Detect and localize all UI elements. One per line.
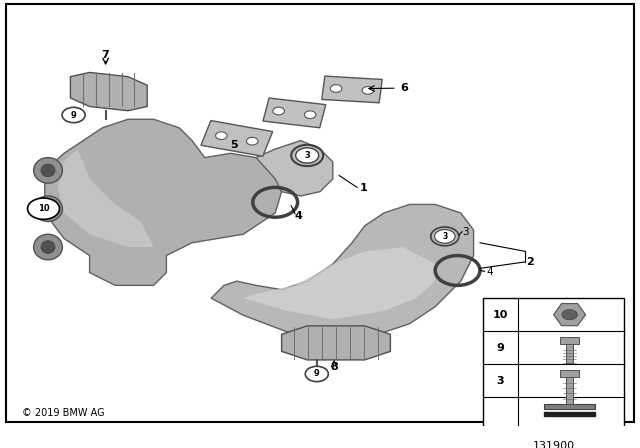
Ellipse shape (305, 111, 316, 119)
FancyBboxPatch shape (566, 344, 573, 363)
Ellipse shape (216, 132, 227, 139)
Text: 3: 3 (497, 376, 504, 386)
Text: © 2019 BMW AG: © 2019 BMW AG (22, 408, 105, 418)
Circle shape (28, 198, 60, 220)
Polygon shape (554, 304, 586, 326)
Text: 9: 9 (314, 370, 319, 379)
Text: 10: 10 (38, 204, 49, 213)
Text: 3: 3 (305, 151, 310, 160)
Polygon shape (243, 247, 435, 319)
Polygon shape (256, 141, 333, 196)
Ellipse shape (34, 196, 63, 221)
Text: 2: 2 (526, 257, 534, 267)
Polygon shape (263, 98, 326, 128)
Ellipse shape (41, 164, 55, 177)
Polygon shape (201, 121, 273, 156)
Text: 4: 4 (295, 211, 303, 220)
Circle shape (562, 310, 577, 320)
Text: 7: 7 (102, 50, 109, 60)
Ellipse shape (41, 202, 55, 215)
Text: 8: 8 (330, 362, 338, 372)
Text: 1: 1 (360, 183, 367, 193)
Ellipse shape (246, 138, 258, 145)
Text: 3: 3 (442, 232, 447, 241)
Polygon shape (544, 404, 595, 409)
Circle shape (305, 366, 328, 382)
Polygon shape (211, 204, 474, 341)
Text: 5: 5 (230, 140, 237, 150)
Text: 4: 4 (486, 267, 493, 277)
Text: 10: 10 (493, 310, 508, 320)
Text: 3: 3 (462, 227, 468, 237)
Circle shape (62, 108, 85, 123)
FancyBboxPatch shape (566, 377, 573, 405)
Ellipse shape (34, 158, 63, 183)
Polygon shape (45, 119, 282, 285)
Circle shape (296, 148, 319, 163)
Polygon shape (58, 149, 154, 247)
Text: 6: 6 (401, 83, 408, 93)
Ellipse shape (34, 234, 63, 260)
Ellipse shape (41, 241, 55, 254)
FancyBboxPatch shape (483, 298, 624, 430)
Polygon shape (322, 76, 382, 103)
Ellipse shape (330, 85, 342, 92)
Polygon shape (282, 326, 390, 360)
Ellipse shape (362, 86, 374, 94)
FancyBboxPatch shape (560, 336, 579, 344)
Text: 9: 9 (497, 343, 504, 353)
Text: 9: 9 (71, 111, 76, 120)
FancyBboxPatch shape (560, 370, 579, 377)
Ellipse shape (273, 107, 284, 115)
Polygon shape (70, 73, 147, 111)
Circle shape (435, 229, 455, 243)
Text: 131900: 131900 (532, 441, 575, 448)
